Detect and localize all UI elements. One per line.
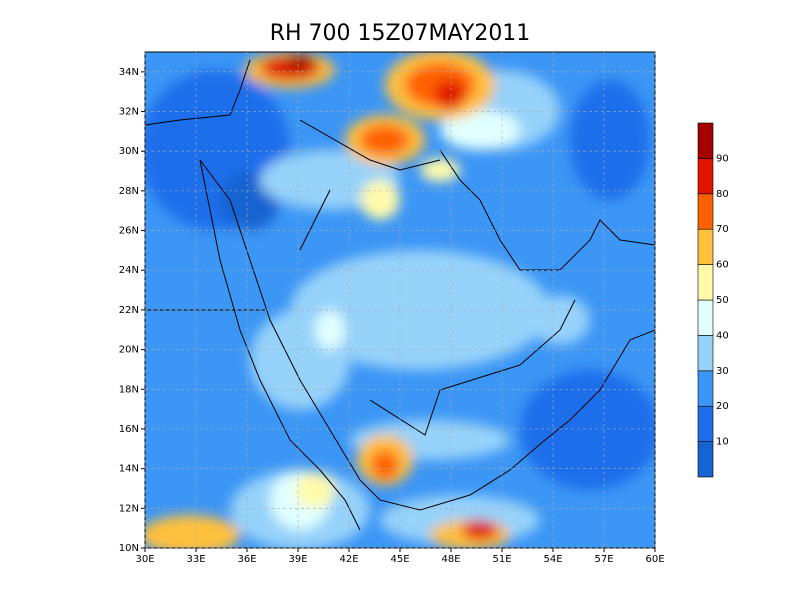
x-tick-label: 54E [543,554,562,565]
colorbar-bin [697,193,714,230]
x-tick-label: 48E [441,554,460,565]
x-tick-label: 45E [390,554,409,565]
y-tick-label: 30N [119,146,139,157]
y-tick-label: 28N [119,186,139,197]
colorbar-label: 40 [716,330,729,341]
x-tick-label: 36E [237,554,256,565]
x-tick-label: 30E [135,554,154,565]
x-tick-label: 51E [492,554,511,565]
y-tick-label: 20N [119,345,139,356]
colorbar-label: 50 [716,295,729,306]
y-tick-label: 10N [119,543,139,554]
y-tick-label: 16N [119,424,139,435]
colorbar-bin [697,158,714,195]
x-tick-label: 39E [288,554,307,565]
colorbar-bin [697,264,714,301]
y-tick-label: 14N [119,464,139,475]
colorbar-bin [697,335,714,372]
y-tick-label: 26N [119,226,139,237]
rh-field [145,52,655,548]
y-tick-label: 18N [119,384,139,395]
x-tick-label: 42E [339,554,358,565]
y-tick-label: 22N [119,305,139,316]
colorbar-label: 30 [716,366,729,377]
x-tick-label: 33E [186,554,205,565]
y-tick-label: 34N [119,67,139,78]
colorbar-label: 70 [716,224,729,235]
colorbar-bin [697,405,714,442]
colorbar-label: 20 [716,401,729,412]
y-tick-label: 12N [119,503,139,514]
x-tick-label: 60E [645,554,664,565]
colorbar-label: 90 [716,153,729,164]
colorbar-label: 80 [716,189,729,200]
y-tick-label: 24N [119,265,139,276]
colorbar-bin [697,370,714,407]
colorbar-bin [697,122,714,159]
colorbar-label: 60 [716,260,729,271]
y-tick-label: 32N [119,107,139,118]
field-shading [145,52,655,548]
colorbar-bin [697,441,714,478]
colorbar-bin [697,228,714,265]
colorbar-label: 10 [716,437,729,448]
colorbar-bin [697,299,714,336]
map-title: RH 700 15Z07MAY2011 [270,21,531,46]
x-tick-label: 57E [594,554,613,565]
